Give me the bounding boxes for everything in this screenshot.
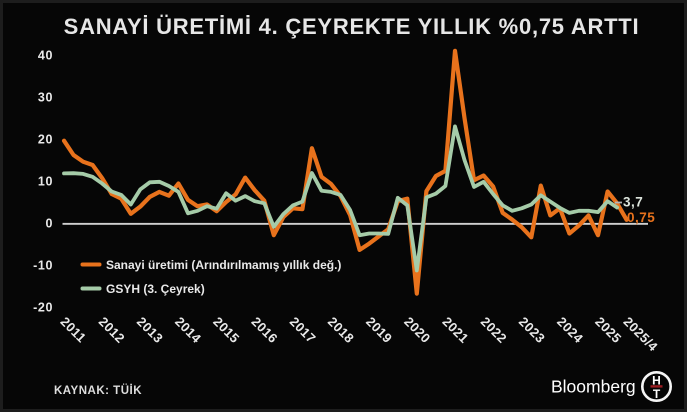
svg-text:0: 0 — [45, 217, 53, 231]
svg-text:20: 20 — [38, 133, 53, 147]
svg-text:10: 10 — [38, 175, 53, 189]
svg-text:SANAYİ ÜRETİMİ 4. ÇEYREKTE YIL: SANAYİ ÜRETİMİ 4. ÇEYREKTE YILLIK %0,75 … — [64, 14, 640, 39]
svg-text:40: 40 — [38, 49, 53, 63]
svg-text:30: 30 — [38, 91, 53, 105]
svg-text:Sanayi üretimi (Arındırılmamış: Sanayi üretimi (Arındırılmamış yıllık de… — [106, 258, 341, 272]
svg-text:3,7: 3,7 — [623, 195, 643, 210]
svg-text:KAYNAK: TÜİK: KAYNAK: TÜİK — [54, 384, 142, 397]
svg-text:0,75: 0,75 — [627, 210, 655, 225]
svg-text:GSYH (3. Çeyrek): GSYH (3. Çeyrek) — [106, 282, 205, 296]
svg-text:-10: -10 — [33, 259, 53, 273]
svg-text:-20: -20 — [33, 301, 53, 315]
svg-text:H: H — [652, 374, 661, 388]
svg-text:Bloomberg: Bloomberg — [551, 377, 636, 397]
svg-text:T: T — [653, 387, 661, 401]
